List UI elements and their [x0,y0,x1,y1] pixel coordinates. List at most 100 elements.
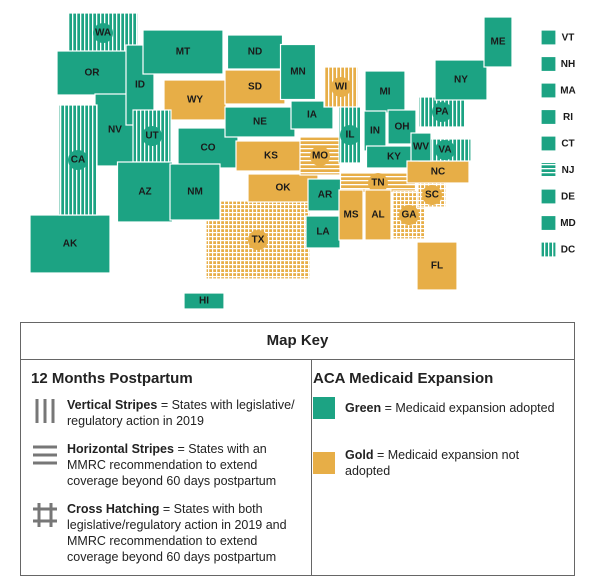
state [169,163,221,221]
state-label: UT [145,131,158,142]
label-badge [399,205,419,225]
state [338,189,364,241]
key-desc: = Medicaid expansion adopted [384,401,555,415]
state-label: OK [276,183,292,194]
state [183,292,225,310]
state-label: KY [387,152,401,163]
state [29,214,111,274]
map-key: Map Key 12 Months Postpartum Vertical St… [20,322,575,576]
key-item: Horizontal Stripes = States with an MMRC… [31,441,301,489]
key-text: Gold = Medicaid expansion not adopted [345,447,563,479]
state-label: NY [454,75,468,86]
key-term: Gold [345,448,374,462]
state [410,132,432,162]
key-text: Cross Hatching = States with both legisl… [67,501,301,565]
key-item: Vertical Stripes = States with legislati… [31,397,301,429]
state-label: NE [253,117,267,128]
state-label: MT [176,47,190,58]
label-badge [340,125,360,145]
state-label: MA [560,86,576,97]
key-swatch [313,397,335,419]
key-item: Gold = Medicaid expansion not adopted [313,447,563,479]
label-badge [68,150,88,170]
state-label: TX [252,235,265,246]
key-right: ACA Medicaid Expansion Green = Medicaid … [303,360,573,575]
state [116,161,174,223]
state-label: AZ [138,187,151,198]
state-label: NV [108,125,122,136]
state [364,189,392,241]
state-label: GA [402,210,417,221]
state-label: AL [371,210,384,221]
state-label: DE [561,192,575,203]
state-label: WI [335,82,347,93]
state-label: AK [63,239,78,250]
state-label: CT [561,139,574,150]
pattern-icon [33,445,57,465]
state [142,29,224,75]
state [540,55,557,73]
state-label: WY [187,95,203,106]
state-label: CA [71,155,85,166]
state-label: NM [187,187,203,198]
state-label: MD [560,218,576,229]
key-desc: = States with both legislative/regulator… [67,502,287,564]
state [226,34,284,70]
state-pattern [541,242,556,257]
state-label: ND [248,47,262,58]
state [483,16,513,68]
state-label: MN [290,67,306,78]
key-term: Green [345,401,382,415]
key-icon [31,441,59,469]
state-label: WV [413,142,429,153]
key-icon [31,501,59,529]
state-label: VA [438,145,451,156]
state [540,82,557,99]
state-label: DC [561,245,575,256]
state-label: SD [248,82,262,93]
state-label: FL [431,261,443,272]
key-item: Cross Hatching = States with both legisl… [31,501,301,565]
key-term: Vertical Stripes [67,398,158,412]
state [305,215,341,249]
state [224,106,296,138]
state [540,29,557,46]
state-label: MI [379,87,390,98]
state [540,135,557,152]
state-label: AR [318,190,333,201]
state-label: TN [371,178,384,189]
state-label: LA [316,227,329,238]
key-desc: = States with an MMRC recommendation to … [67,442,277,488]
label-badge [93,23,113,43]
key-text: Vertical Stripes = States with legislati… [67,397,301,429]
state [279,43,317,101]
state-label: WA [95,28,111,39]
state [247,173,319,203]
label-badge [435,140,455,160]
state-label: RI [563,112,573,123]
label-badge [331,77,351,97]
map: TX AK WA OR NV CA ID MT WY UT CO AZ NM ND SD NE KS OK MN IA… [29,12,576,310]
key-text: Green = Medicaid expansion adopted [345,400,555,416]
state-label: MS [344,210,359,221]
key-term: Cross Hatching [67,502,160,516]
key-title: Map Key [21,323,574,360]
state-label: KS [264,151,278,162]
state [540,108,557,126]
key-icon [31,397,59,425]
state-label: MO [312,151,328,162]
state [434,59,488,101]
key-heading: ACA Medicaid Expansion [313,370,494,387]
key-swatch [313,452,335,474]
label-badge [142,126,162,146]
state [416,241,458,291]
state-label: PA [435,107,448,118]
state-label: SC [425,190,439,201]
label-badge [248,230,268,250]
key-left: 12 Months Postpartum Vertical Stripes = … [21,360,312,575]
state-label: VT [562,33,575,44]
label-badge [422,185,442,205]
pattern-icon [35,399,55,423]
state-label: IN [370,126,380,137]
